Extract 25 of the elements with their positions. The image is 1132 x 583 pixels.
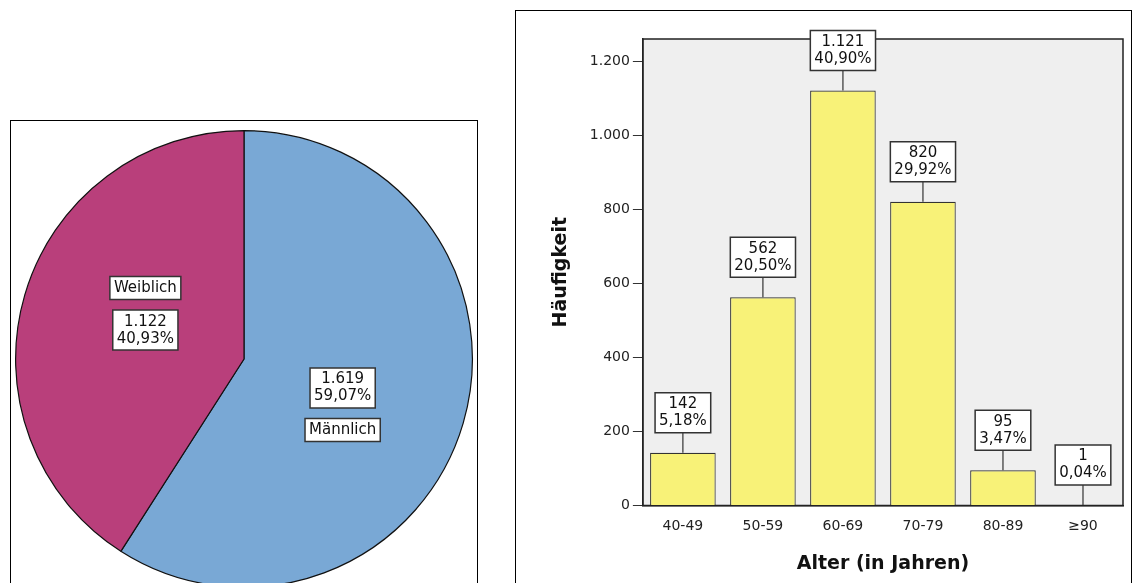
data-label: 1.619 59,07%	[314, 369, 372, 405]
data-label: 1.122 40,93%	[116, 311, 174, 347]
x-tick-label: 60-69	[822, 517, 864, 534]
y-tick-label: 0	[620, 496, 630, 513]
data-label: 142 5,18%	[659, 394, 707, 430]
slice-label: Männlich	[309, 419, 377, 438]
data-label: 95 3,47%	[979, 411, 1027, 447]
y-tick-label: 1.200	[589, 51, 630, 68]
x-tick-label: 70-79	[902, 517, 944, 534]
x-tick-label: ≥90	[1068, 517, 1098, 534]
y-tick-label: 800	[603, 199, 630, 216]
x-tick-label: 80-89	[982, 517, 1024, 534]
x-tick-label: 50-59	[742, 517, 784, 534]
data-label: 562 20,50%	[734, 238, 792, 274]
y-axis-title: Häufigkeit	[548, 216, 571, 328]
data-label: 1 0,04%	[1059, 446, 1107, 482]
slice-label: Weiblich	[113, 278, 177, 297]
x-axis-title: Alter (in Jahren)	[796, 550, 970, 573]
y-tick-label: 600	[603, 273, 630, 290]
x-tick-label: 40-49	[662, 517, 704, 534]
y-tick-label: 400	[603, 347, 630, 364]
data-label: 820 29,92%	[894, 143, 952, 179]
y-tick-label: 1.000	[589, 125, 630, 142]
data-label: 1.121 40,90%	[814, 31, 872, 67]
y-tick-label: 200	[603, 422, 630, 439]
